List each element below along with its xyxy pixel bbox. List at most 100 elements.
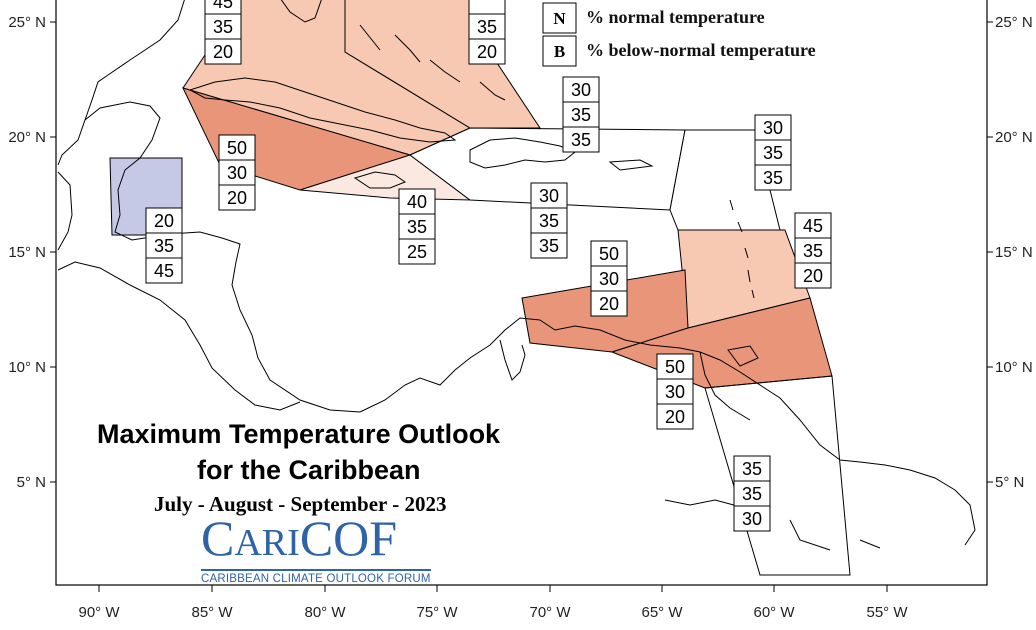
forecast-value: 35 — [213, 17, 233, 37]
legend-label: % below-normal temperature — [586, 40, 816, 60]
forecast-value: 30 — [227, 163, 247, 183]
coast-lesser-antilles — [729, 199, 755, 299]
forecast-value: 30 — [763, 118, 783, 138]
coast-trinidad — [727, 345, 759, 367]
forecast-cell — [562, 101, 600, 128]
coast-yucatan — [84, 101, 171, 241]
forecast-cell — [218, 184, 256, 211]
forecast-value: 45 — [213, 0, 233, 12]
coast-guianas-river — [664, 499, 881, 551]
forecast-cell — [794, 262, 832, 289]
forecast-value: 20 — [154, 211, 174, 231]
legend-key-box — [542, 2, 577, 34]
legend-item: B % below-normal temperature — [542, 35, 816, 67]
forecast-value: 45 — [154, 261, 174, 281]
forecast-box: 50 30 20 — [590, 240, 628, 317]
forecast-box: 30 35 35 — [754, 114, 792, 191]
forecast-cell — [468, 0, 506, 15]
forecast-box: 50 30 20 — [656, 353, 694, 430]
coast-gulf-mexico — [57, 0, 185, 166]
forecast-value: 30 — [571, 80, 591, 100]
forecast-cell — [754, 139, 792, 166]
lat-label-right: 25° N — [995, 14, 1033, 31]
forecast-cell — [754, 164, 792, 191]
forecast-cell — [398, 188, 436, 215]
forecast-cell — [204, 38, 242, 65]
legend-item: N % normal temperature — [542, 2, 765, 34]
forecast-cell — [590, 290, 628, 317]
forecast-cell — [145, 207, 183, 234]
coast-bahamas-3 — [429, 59, 461, 83]
forecast-value: 40 — [407, 192, 427, 212]
forecast-cell — [398, 213, 436, 240]
coast-orinoco — [699, 351, 751, 421]
zone-bahamas-east — [344, 0, 541, 129]
forecast-cell — [754, 114, 792, 141]
forecast-value: 30 — [665, 382, 685, 402]
forecast-cell — [562, 126, 600, 153]
legend: N % normal temperature B % below-normal tem… — [542, 2, 816, 67]
legend-label: % normal temperature — [586, 7, 765, 27]
forecast-value: 35 — [539, 211, 559, 231]
forecast-box: 20 35 45 — [145, 207, 183, 284]
forecast-cell — [145, 257, 183, 284]
forecast-value: 35 — [539, 236, 559, 256]
coast-colombia-venezuela — [539, 319, 976, 546]
forecast-value: 50 — [599, 244, 619, 264]
coast-central-america-north — [57, 171, 73, 251]
logo-tagline: CARIBBEAN CLIMATE OUTLOOK FORUM — [201, 573, 431, 585]
forecast-cell — [656, 378, 694, 405]
lat-label-right: 5° N — [995, 474, 1024, 491]
forecast-cell — [398, 238, 436, 265]
caricof-logo: CARICOF CARIBBEAN CLIMATE OUTLOOK FORUM — [201, 513, 431, 585]
forecast-value: 35 — [742, 484, 762, 504]
legend-key: B — [554, 42, 565, 61]
forecast-value: 35 — [742, 459, 762, 479]
forecast-value: 35 — [407, 217, 427, 237]
forecast-cell — [562, 76, 600, 103]
forecast-cell — [530, 182, 568, 209]
map-frame — [55, 0, 988, 586]
zone-guianas — [704, 375, 851, 576]
forecast-value: 20 — [213, 42, 233, 62]
forecast-value: 30 — [599, 269, 619, 289]
lon-label: 60° W — [753, 604, 795, 621]
forecast-cell — [733, 505, 771, 532]
forecast-box: 50 30 20 — [218, 134, 256, 211]
coast-bahamas-4 — [479, 81, 506, 101]
map-title-line1: Maximum Temperature Outlook — [97, 419, 501, 449]
lon-label: 55° W — [866, 604, 908, 621]
legend-key-box — [542, 35, 577, 67]
map-axes: 25° N 25° N 20° N 20° N 15° N 15° N 10° N 10° N… — [8, 14, 1032, 621]
lon-label: 75° W — [416, 604, 458, 621]
forecast-box: 45 35 20 — [794, 212, 832, 289]
forecast-box: 30 35 35 — [530, 182, 568, 259]
forecast-cell — [204, 13, 242, 40]
forecast-value: 35 — [763, 168, 783, 188]
forecast-value: 35 — [571, 130, 591, 150]
lon-label: 85° W — [191, 604, 233, 621]
forecast-value: 35 — [763, 143, 783, 163]
lat-label-right: 15° N — [995, 244, 1033, 261]
lat-label-left: 20° N — [8, 129, 46, 146]
forecast-value: 30 — [539, 186, 559, 206]
forecast-cell — [733, 480, 771, 507]
forecast-cell — [794, 237, 832, 264]
map-title-line2: for the Caribbean — [197, 455, 421, 485]
forecast-value: 35 — [571, 105, 591, 125]
forecast-value: 50 — [227, 138, 247, 158]
forecast-cell — [590, 240, 628, 267]
forecast-value: 30 — [742, 509, 762, 529]
coast-puerto-rico — [608, 159, 654, 171]
forecast-boxes: 4535203520303535303535503020203545403525… — [145, 0, 832, 532]
coast-bahamas-2 — [394, 34, 421, 63]
forecast-cell — [656, 353, 694, 380]
logo-big-c: C — [201, 510, 235, 566]
lon-label: 90° W — [78, 604, 120, 621]
coast-panama — [359, 317, 541, 413]
coast-bahamas-1 — [359, 24, 381, 51]
coast-south-america-interior — [499, 339, 526, 381]
